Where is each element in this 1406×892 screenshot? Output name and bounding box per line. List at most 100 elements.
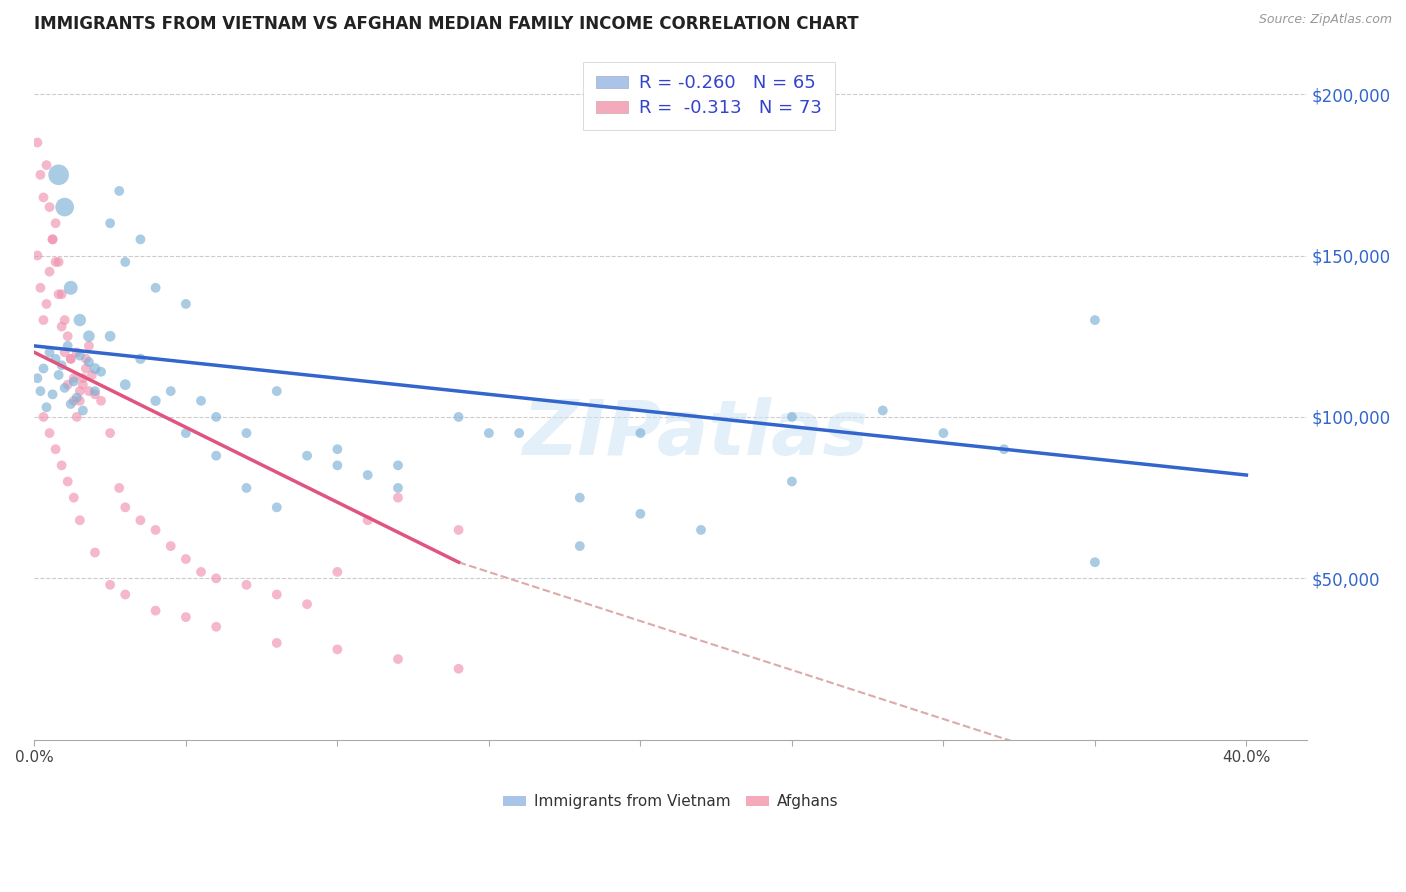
Point	[75, 361, 97, 376]
Point	[295, 449, 318, 463]
Point	[30, 281, 52, 295]
Point	[235, 578, 257, 592]
Point	[45, 442, 67, 457]
Point	[27, 136, 49, 150]
Point	[108, 481, 131, 495]
Point	[145, 393, 167, 408]
Point	[69, 513, 91, 527]
Point	[59, 281, 82, 295]
Point	[59, 351, 82, 366]
Point	[872, 403, 894, 417]
Point	[387, 491, 409, 505]
Point	[266, 587, 288, 601]
Point	[295, 597, 318, 611]
Point	[190, 565, 212, 579]
Point	[780, 475, 803, 489]
Point	[32, 361, 55, 376]
Point	[326, 642, 349, 657]
Point	[66, 409, 89, 424]
Point	[108, 184, 131, 198]
Point	[387, 652, 409, 666]
Point	[51, 359, 73, 373]
Point	[32, 313, 55, 327]
Point	[72, 403, 94, 417]
Point	[77, 384, 100, 398]
Point	[53, 313, 76, 327]
Point	[266, 384, 288, 398]
Point	[45, 216, 67, 230]
Point	[114, 587, 136, 601]
Point	[41, 232, 63, 246]
Point	[38, 345, 60, 359]
Point	[84, 387, 107, 401]
Point	[780, 409, 803, 424]
Point	[447, 662, 470, 676]
Point	[447, 409, 470, 424]
Point	[159, 539, 181, 553]
Point	[114, 377, 136, 392]
Point	[30, 384, 52, 398]
Point	[114, 500, 136, 515]
Point	[159, 384, 181, 398]
Point	[62, 375, 84, 389]
Point	[45, 255, 67, 269]
Point	[41, 232, 63, 246]
Point	[56, 377, 79, 392]
Point	[145, 523, 167, 537]
Point	[993, 442, 1015, 457]
Point	[205, 449, 228, 463]
Point	[174, 297, 197, 311]
Point	[45, 351, 67, 366]
Point	[53, 200, 76, 214]
Point	[98, 578, 121, 592]
Point	[98, 426, 121, 441]
Point	[32, 409, 55, 424]
Point	[235, 481, 257, 495]
Point	[59, 351, 82, 366]
Point	[32, 190, 55, 204]
Point	[53, 381, 76, 395]
Point	[84, 384, 107, 398]
Point	[56, 339, 79, 353]
Point	[27, 248, 49, 262]
Point	[357, 468, 380, 483]
Text: IMMIGRANTS FROM VIETNAM VS AFGHAN MEDIAN FAMILY INCOME CORRELATION CHART: IMMIGRANTS FROM VIETNAM VS AFGHAN MEDIAN…	[34, 15, 859, 33]
Point	[69, 384, 91, 398]
Point	[478, 426, 501, 441]
Point	[38, 265, 60, 279]
Point	[568, 491, 591, 505]
Point	[387, 458, 409, 473]
Point	[75, 351, 97, 366]
Point	[145, 604, 167, 618]
Point	[174, 610, 197, 624]
Legend: Immigrants from Vietnam, Afghans: Immigrants from Vietnam, Afghans	[498, 789, 844, 815]
Point	[357, 513, 380, 527]
Point	[129, 232, 152, 246]
Point	[27, 371, 49, 385]
Point	[90, 393, 112, 408]
Point	[205, 571, 228, 585]
Point	[72, 371, 94, 385]
Point	[66, 391, 89, 405]
Point	[1084, 313, 1107, 327]
Point	[62, 393, 84, 408]
Point	[69, 313, 91, 327]
Point	[48, 168, 70, 182]
Point	[98, 329, 121, 343]
Point	[48, 287, 70, 301]
Point	[53, 345, 76, 359]
Point	[62, 371, 84, 385]
Point	[628, 426, 651, 441]
Point	[35, 401, 58, 415]
Point	[205, 620, 228, 634]
Point	[690, 523, 713, 537]
Point	[51, 319, 73, 334]
Point	[77, 355, 100, 369]
Point	[35, 158, 58, 172]
Point	[84, 361, 107, 376]
Point	[266, 500, 288, 515]
Point	[190, 393, 212, 408]
Point	[56, 329, 79, 343]
Point	[114, 255, 136, 269]
Point	[145, 281, 167, 295]
